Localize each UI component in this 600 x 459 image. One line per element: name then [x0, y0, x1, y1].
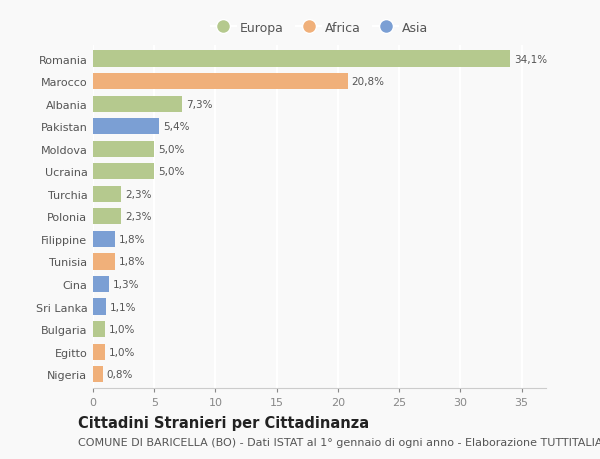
Bar [93, 254, 115, 270]
Bar [93, 344, 105, 360]
Text: 7,3%: 7,3% [186, 100, 212, 109]
Text: 5,0%: 5,0% [158, 167, 184, 177]
Bar [93, 231, 115, 247]
Bar [93, 96, 182, 112]
Text: 5,4%: 5,4% [163, 122, 189, 132]
Text: 34,1%: 34,1% [514, 55, 547, 64]
Text: COMUNE DI BARICELLA (BO) - Dati ISTAT al 1° gennaio di ogni anno - Elaborazione : COMUNE DI BARICELLA (BO) - Dati ISTAT al… [78, 437, 600, 447]
Bar [93, 119, 159, 135]
Text: 1,1%: 1,1% [110, 302, 137, 312]
Bar [93, 164, 154, 180]
Text: 0,8%: 0,8% [106, 369, 133, 379]
Bar [93, 299, 106, 315]
Bar [93, 321, 105, 337]
Bar [93, 74, 347, 90]
Bar [93, 51, 511, 67]
Bar [93, 141, 154, 157]
Bar [93, 276, 109, 292]
Bar [93, 366, 103, 382]
Text: 1,8%: 1,8% [119, 257, 145, 267]
Text: 1,0%: 1,0% [109, 325, 135, 334]
Text: 1,3%: 1,3% [113, 280, 139, 289]
Text: 1,8%: 1,8% [119, 235, 145, 244]
Bar [93, 209, 121, 225]
Text: Cittadini Stranieri per Cittadinanza: Cittadini Stranieri per Cittadinanza [78, 415, 369, 431]
Legend: Europa, Africa, Asia: Europa, Africa, Asia [207, 18, 432, 39]
Text: 1,0%: 1,0% [109, 347, 135, 357]
Text: 20,8%: 20,8% [352, 77, 385, 87]
Bar [93, 186, 121, 202]
Text: 2,3%: 2,3% [125, 212, 151, 222]
Text: 2,3%: 2,3% [125, 190, 151, 199]
Text: 5,0%: 5,0% [158, 145, 184, 154]
